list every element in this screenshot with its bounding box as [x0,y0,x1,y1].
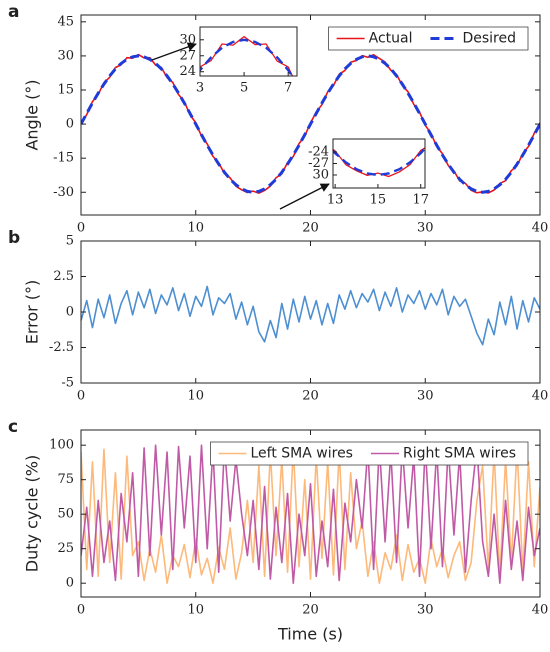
x-tick-label: 0 [77,603,85,618]
inset-y-tick-label: 27 [179,48,196,63]
y-tick-label: 25 [57,541,74,556]
x-tick-label: 0 [77,389,85,404]
inset-y-tick-label: 24 [179,64,196,79]
inset-arrow [151,42,197,61]
axes-box [80,240,541,384]
y-tick-label: 45 [57,14,74,29]
x-tick-label: 30 [417,603,434,618]
legend-box [210,441,529,466]
x-tick-label: 40 [532,603,549,618]
y-tick-label: 75 [57,472,74,487]
x-tick-label: 10 [187,603,204,618]
x-tick-label: 20 [302,389,319,404]
x-tick-label: 20 [302,603,319,618]
y-tick-label: -5 [61,376,74,391]
inset-x-tick-label: 13 [327,193,344,208]
inset-bg [200,27,297,76]
x-axis-label: Time (s) [277,625,343,644]
y-axis-label: Angle (°) [23,79,42,150]
y-tick-label: 0 [66,117,74,132]
line-series [81,285,540,346]
line-series [200,38,294,76]
y-tick-label: 5 [66,234,74,249]
y-tick-label: 2.5 [53,269,74,284]
y-tick-label: -30 [53,185,74,200]
legend-label: Desired [462,31,516,47]
panel: 0 10 20 30 40 0 25 50 75 100 c Duty cycle (%) Time (… [8,417,548,644]
y-tick-label: 30 [57,48,74,63]
legend: Left SMA wires Right SMA wires [210,441,529,466]
x-tick-label: 40 [532,389,549,404]
legend-label: Right SMA wires [403,446,516,462]
legend: Actual Desired [328,26,529,51]
y-tick-label: 50 [57,507,74,522]
panel: 0 10 20 30 40 -5 -2.5 0 2.5 5 b Error (°) [8,228,548,404]
inset-x-tick-label: 5 [240,81,248,96]
inset-x-tick-label: 15 [370,193,387,208]
inset-x-tick-label: 3 [196,81,204,96]
inset-y-tick-label: 30 [312,167,329,182]
inset-x-tick-label: 17 [412,193,429,208]
legend-box [328,26,529,51]
panel-letter: a [8,2,19,22]
legend-label: Actual [369,31,413,47]
y-axis-label: Error (°) [23,280,42,345]
y-tick-label: 100 [49,438,74,453]
inset-y-tick-label: -27 [308,156,329,171]
panel-letter: c [8,417,18,437]
x-tick-label: 10 [187,221,204,236]
line-series [81,54,540,194]
x-tick-label: 40 [532,221,549,236]
inset-y-tick-label: -24 [308,145,329,160]
y-tick-label: 0 [66,576,74,591]
line-series [81,444,540,584]
y-tick-label: -2.5 [49,340,74,355]
inset-x-tick-label: 7 [284,81,292,96]
inset-box [199,26,298,77]
line-series [333,146,425,177]
legend-label: Left SMA wires [251,446,353,462]
y-tick-label: 15 [57,83,74,98]
x-tick-label: 20 [302,221,319,236]
x-tick-label: 0 [77,221,85,236]
x-tick-label: 30 [417,221,434,236]
y-tick-label: -15 [53,151,74,166]
line-series [81,447,540,584]
x-tick-label: 30 [417,389,434,404]
panel-letter: b [8,228,20,248]
inset-arrow [279,183,330,210]
x-tick-label: 10 [187,389,204,404]
y-axis-label: Duty cycle (%) [23,455,42,572]
y-tick-label: 0 [66,305,74,320]
line-series [333,147,425,178]
